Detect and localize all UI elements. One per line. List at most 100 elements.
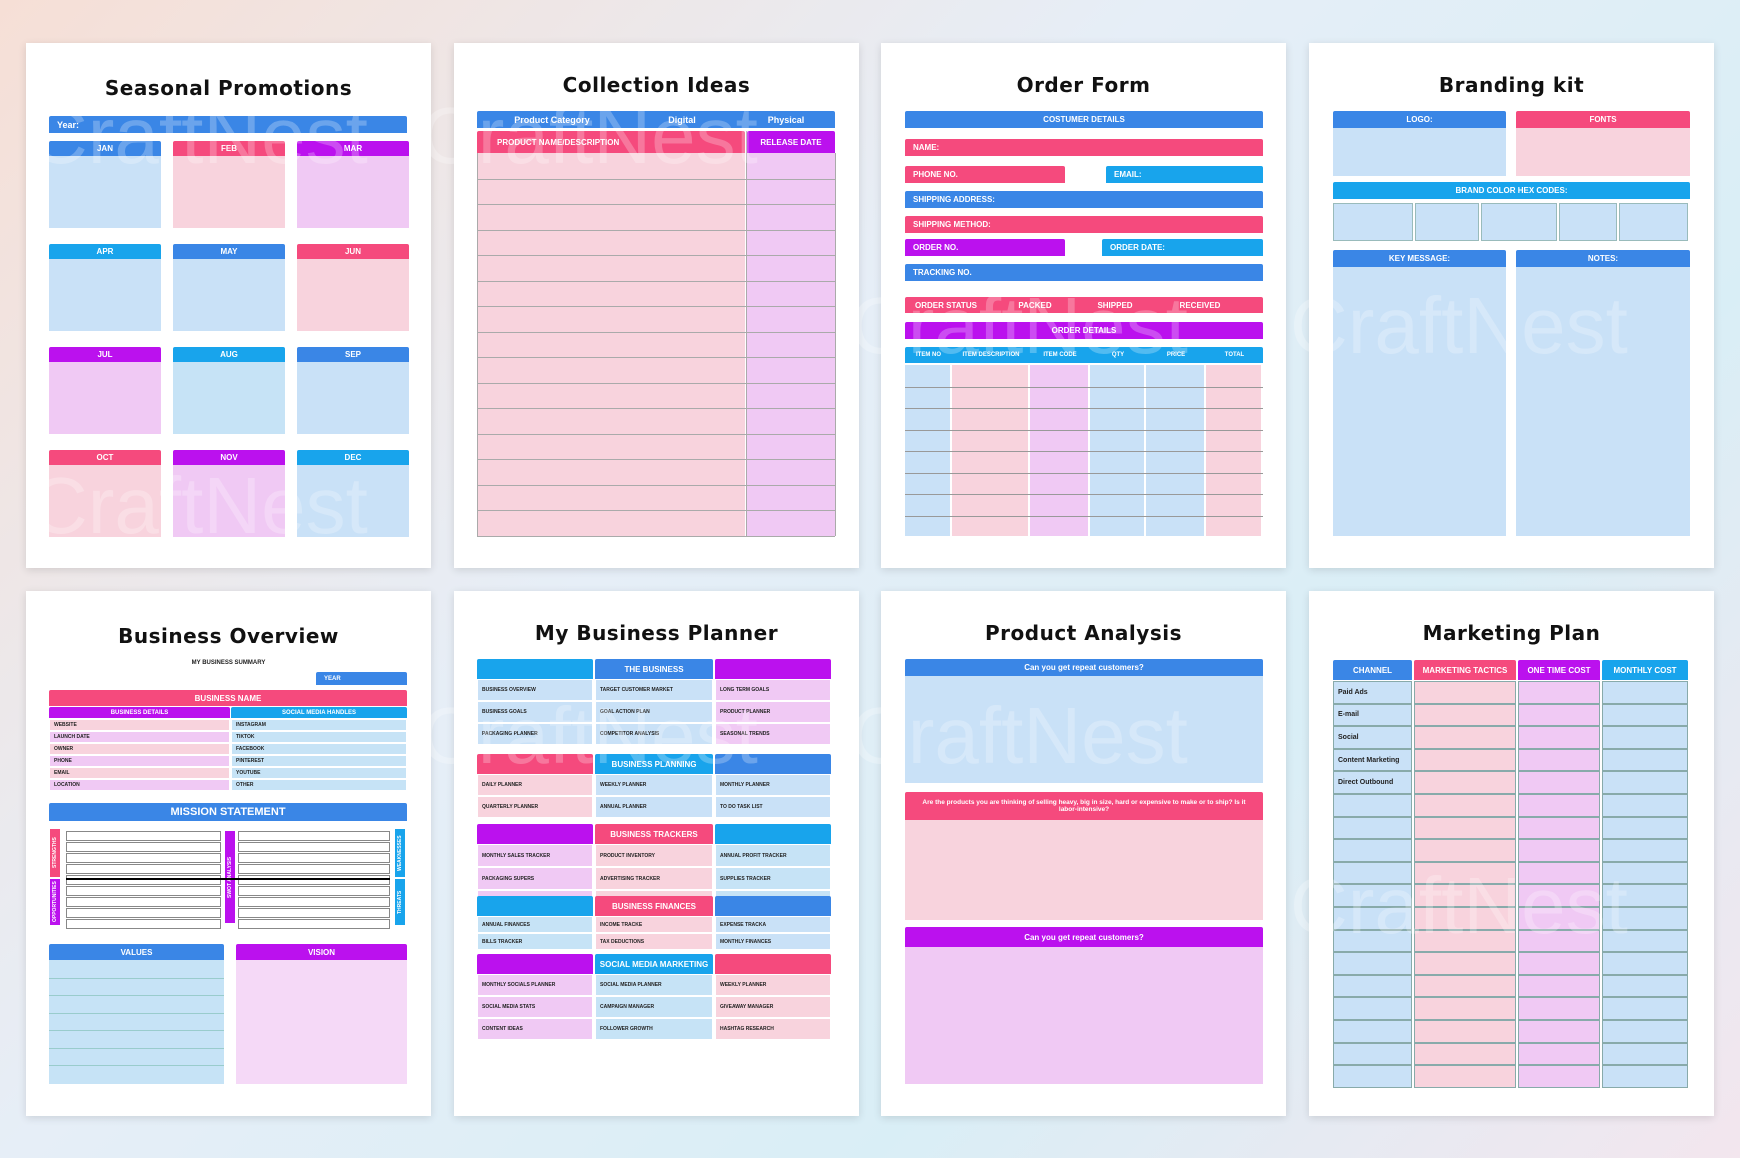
- order-date-field[interactable]: ORDER DATE:: [1102, 239, 1263, 256]
- planner-link[interactable]: BUSINESS GOALS: [477, 701, 593, 723]
- month-box[interactable]: [49, 465, 161, 537]
- marketing-cell[interactable]: [1602, 884, 1688, 907]
- swot-line-left[interactable]: [66, 842, 221, 852]
- planner-link[interactable]: ADVERTISING TRACKER: [595, 867, 713, 890]
- planner-link[interactable]: ANNUAL PROFIT TRACKER: [715, 844, 831, 867]
- month-box[interactable]: [49, 156, 161, 228]
- handle-row[interactable]: FACEBOOK: [231, 743, 407, 755]
- marketing-cell[interactable]: [1414, 884, 1516, 907]
- planner-link[interactable]: LONG TERM GOALS: [715, 679, 831, 701]
- marketing-cell[interactable]: [1602, 681, 1688, 704]
- planner-link[interactable]: MONTHLY SOCIALS PLANNER: [477, 974, 593, 996]
- status-received[interactable]: RECEIVED: [1179, 300, 1221, 310]
- month-box[interactable]: [49, 362, 161, 434]
- email-field[interactable]: EMAIL:: [1106, 166, 1263, 183]
- detail-row[interactable]: WEBSITE: [49, 719, 230, 731]
- marketing-cell[interactable]: [1602, 703, 1688, 727]
- planner-link[interactable]: INCOME TRACKE: [595, 916, 713, 933]
- marketing-cell[interactable]: [1602, 929, 1688, 953]
- marketing-cell[interactable]: [1518, 974, 1600, 998]
- tracking-field[interactable]: TRACKING NO.: [905, 264, 1263, 281]
- phone-field[interactable]: PHONE NO.: [905, 166, 1065, 183]
- answer-2-box[interactable]: [905, 820, 1263, 920]
- marketing-cell[interactable]: [1333, 884, 1412, 907]
- planner-link[interactable]: COMPETITOR ANALYSIS: [595, 723, 713, 745]
- marketing-cell[interactable]: [1414, 816, 1516, 840]
- order-column[interactable]: [952, 365, 1028, 536]
- handle-row[interactable]: OTHER: [231, 779, 407, 791]
- marketing-cell[interactable]: Content Marketing: [1333, 748, 1412, 772]
- planner-link[interactable]: PRODUCT PLANNER: [715, 701, 831, 723]
- order-column[interactable]: [1206, 365, 1261, 536]
- marketing-cell[interactable]: [1333, 952, 1412, 975]
- detail-row[interactable]: OWNER: [49, 743, 230, 755]
- marketing-cell[interactable]: [1414, 771, 1516, 794]
- hex-cell[interactable]: [1481, 203, 1557, 241]
- shipping-address-field[interactable]: SHIPPING ADDRESS:: [905, 191, 1263, 208]
- marketing-cell[interactable]: [1602, 726, 1688, 749]
- planner-link[interactable]: QUARTERLY PLANNER: [477, 796, 593, 818]
- planner-link[interactable]: CONTENT IDEAS: [477, 1018, 593, 1040]
- marketing-cell[interactable]: [1333, 1042, 1412, 1066]
- planner-link[interactable]: WEEKLY PLANNER: [715, 974, 831, 996]
- marketing-cell[interactable]: [1602, 1020, 1688, 1043]
- hex-cell[interactable]: [1415, 203, 1479, 241]
- marketing-cell[interactable]: [1333, 997, 1412, 1020]
- values-box[interactable]: [49, 960, 224, 1084]
- swot-line-left[interactable]: [66, 919, 221, 929]
- marketing-cell[interactable]: [1414, 974, 1516, 998]
- hex-cell[interactable]: [1333, 203, 1413, 241]
- marketing-cell[interactable]: [1518, 816, 1600, 840]
- marketing-cell[interactable]: [1602, 907, 1688, 930]
- month-box[interactable]: [173, 362, 285, 434]
- planner-link[interactable]: SOCIAL MEDIA STATS: [477, 996, 593, 1018]
- month-box[interactable]: [297, 465, 409, 537]
- marketing-cell[interactable]: [1602, 861, 1688, 885]
- month-box[interactable]: [297, 156, 409, 228]
- swot-line-left[interactable]: [66, 864, 221, 874]
- marketing-cell[interactable]: [1518, 1042, 1600, 1066]
- marketing-cell[interactable]: [1414, 1042, 1516, 1066]
- planner-link[interactable]: FOLLOWER GROWTH: [595, 1018, 713, 1040]
- swot-line-right[interactable]: [238, 853, 390, 863]
- swot-line-right[interactable]: [238, 919, 390, 929]
- marketing-cell[interactable]: [1333, 1020, 1412, 1043]
- marketing-cell[interactable]: [1333, 839, 1412, 862]
- order-column[interactable]: [1090, 365, 1144, 536]
- planner-link[interactable]: HASHTAG RESEARCH: [715, 1018, 831, 1040]
- marketing-cell[interactable]: [1518, 884, 1600, 907]
- marketing-cell[interactable]: [1414, 952, 1516, 975]
- marketing-cell[interactable]: [1518, 1065, 1600, 1088]
- swot-line-right[interactable]: [238, 875, 390, 885]
- name-field[interactable]: NAME:: [905, 139, 1263, 156]
- marketing-cell[interactable]: [1518, 952, 1600, 975]
- planner-link[interactable]: TO DO TASK LIST: [715, 796, 831, 818]
- hex-cell[interactable]: [1619, 203, 1688, 241]
- marketing-cell[interactable]: [1333, 974, 1412, 998]
- marketing-cell[interactable]: [1414, 907, 1516, 930]
- marketing-cell[interactable]: [1518, 748, 1600, 772]
- marketing-cell[interactable]: [1602, 748, 1688, 772]
- marketing-cell[interactable]: [1414, 703, 1516, 727]
- planner-link[interactable]: SUPPLIES TRACKER: [715, 867, 831, 890]
- swot-line-left[interactable]: [66, 831, 221, 841]
- year-field[interactable]: YEAR: [316, 672, 407, 685]
- answer-3-box[interactable]: [905, 947, 1263, 1084]
- marketing-cell[interactable]: [1518, 907, 1600, 930]
- notes-box[interactable]: [1516, 267, 1690, 536]
- marketing-cell[interactable]: [1602, 952, 1688, 975]
- swot-line-right[interactable]: [238, 908, 390, 918]
- marketing-cell[interactable]: [1414, 861, 1516, 885]
- marketing-cell[interactable]: Direct Outbound: [1333, 771, 1412, 794]
- month-box[interactable]: [49, 259, 161, 331]
- month-box[interactable]: [297, 362, 409, 434]
- marketing-cell[interactable]: Paid Ads: [1333, 681, 1412, 704]
- swot-line-left[interactable]: [66, 897, 221, 907]
- planner-link[interactable]: GIVEAWAY MANAGER: [715, 996, 831, 1018]
- planner-link[interactable]: EXPENSE TRACKA: [715, 916, 831, 933]
- marketing-cell[interactable]: [1414, 839, 1516, 862]
- marketing-cell[interactable]: [1333, 907, 1412, 930]
- marketing-cell[interactable]: [1518, 861, 1600, 885]
- planner-link[interactable]: BUSINESS OVERVIEW: [477, 679, 593, 701]
- marketing-cell[interactable]: [1518, 1020, 1600, 1043]
